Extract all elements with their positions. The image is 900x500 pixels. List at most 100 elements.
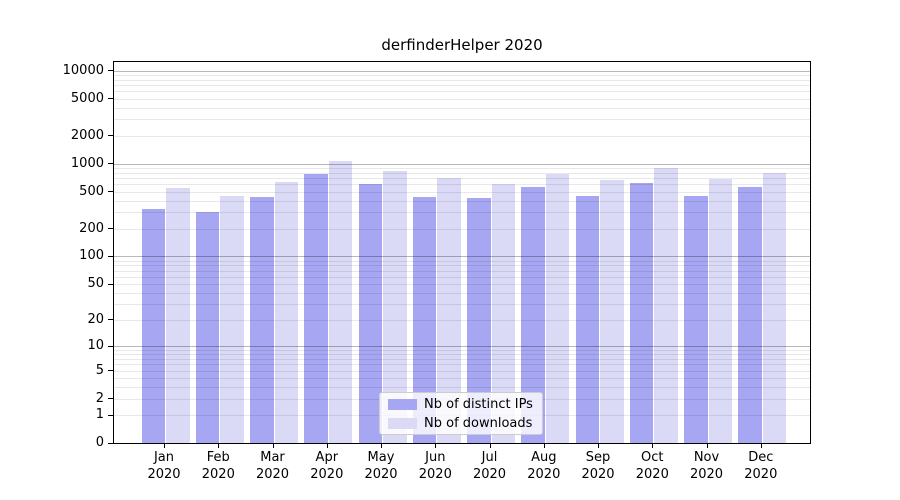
year-label: 2020 xyxy=(581,466,615,482)
x-tick-label-jul: Jul 2020 xyxy=(458,450,522,483)
gridline-minor xyxy=(114,265,810,267)
y-tick-label: 200 xyxy=(79,220,104,236)
x-tick-mark xyxy=(164,444,165,448)
x-tick-label-feb: Feb 2020 xyxy=(186,450,250,483)
bar-downloads-jun xyxy=(437,177,461,443)
gridline-minor xyxy=(114,98,810,100)
year-label: 2020 xyxy=(201,466,235,482)
bar-distinct-ips-apr xyxy=(304,174,328,443)
bar-distinct-ips-sep xyxy=(575,196,599,443)
bar-distinct-ips-may xyxy=(358,184,382,443)
gridline-minor xyxy=(114,135,810,137)
gridline-minor xyxy=(114,91,810,93)
x-tick-label-nov: Nov 2020 xyxy=(675,450,739,483)
x-tick-mark xyxy=(272,444,274,448)
y-tick-label: 5000 xyxy=(70,90,104,106)
x-tick-mark xyxy=(760,444,762,448)
bar-downloads-jul xyxy=(491,184,515,443)
month-label: Jun xyxy=(425,450,446,465)
gridline-minor xyxy=(114,119,810,121)
gridline-minor xyxy=(114,85,810,87)
year-label: 2020 xyxy=(527,466,561,482)
y-tick-mark xyxy=(108,255,113,257)
y-tick-mark xyxy=(108,414,113,416)
gridline-minor xyxy=(114,75,810,76)
y-tick-label: 10000 xyxy=(62,62,104,78)
gridline-major xyxy=(114,346,810,348)
y-tick-mark xyxy=(108,70,113,72)
x-tick-label-may: May 2020 xyxy=(349,450,413,483)
bar-downloads-jan xyxy=(166,187,190,443)
gridline-minor xyxy=(114,191,810,193)
year-label: 2020 xyxy=(472,466,507,482)
year-label: 2020 xyxy=(635,466,669,482)
gridline-minor xyxy=(114,200,810,202)
legend-label-downloads: Nb of downloads xyxy=(424,415,533,431)
y-tick-label: 100 xyxy=(79,248,104,264)
month-label: Oct xyxy=(641,450,664,465)
legend-label-ips: Nb of distinct IPs xyxy=(424,396,533,412)
gridline-minor xyxy=(114,212,810,214)
y-tick-label: 10 xyxy=(87,338,104,354)
y-tick-mark xyxy=(108,345,113,347)
y-tick-label: 1000 xyxy=(70,155,104,171)
month-label: Feb xyxy=(206,450,230,465)
legend-item-distinct-ips: Nb of distinct IPs xyxy=(388,397,534,412)
x-tick-label-oct: Oct 2020 xyxy=(620,450,684,483)
gridline-minor xyxy=(114,276,810,278)
bar-downloads-oct xyxy=(654,167,678,443)
month-label: Nov xyxy=(693,450,720,465)
bar-distinct-ips-jan xyxy=(141,209,165,443)
gridline-minor xyxy=(114,270,810,272)
x-tick-mark xyxy=(326,444,328,448)
gridline-minor xyxy=(114,364,810,366)
gridline-minor xyxy=(114,304,810,306)
gridline-minor xyxy=(114,178,810,180)
y-tick-mark xyxy=(108,98,113,100)
x-tick-mark xyxy=(435,444,437,448)
gridline-minor xyxy=(114,79,810,81)
y-tick-mark xyxy=(108,191,113,193)
x-tick-mark xyxy=(652,444,654,448)
month-label: Sep xyxy=(585,450,611,465)
y-tick-mark xyxy=(108,319,113,321)
x-tick-mark xyxy=(489,444,491,448)
bar-distinct-ips-feb xyxy=(195,211,220,443)
x-tick-label-mar: Mar 2020 xyxy=(241,450,305,483)
gridline-minor xyxy=(114,377,810,379)
month-label: Dec xyxy=(748,450,774,465)
year-label: 2020 xyxy=(147,466,181,482)
month-label: Jul xyxy=(481,450,498,465)
y-tick-mark xyxy=(108,163,113,165)
x-tick-label-apr: Apr 2020 xyxy=(295,450,359,483)
gridline-minor xyxy=(114,172,810,174)
bar-distinct-ips-nov xyxy=(684,195,708,443)
year-label: 2020 xyxy=(418,466,452,482)
legend-swatch-ips-icon xyxy=(388,398,417,410)
bar-downloads-dec xyxy=(762,172,787,443)
x-tick-mark xyxy=(218,444,220,448)
y-tick-mark xyxy=(108,283,113,285)
gridline-major xyxy=(114,163,810,165)
month-label: Apr xyxy=(315,450,339,465)
gridline-major xyxy=(114,70,810,72)
y-tick-label: 50 xyxy=(87,276,104,292)
bar-downloads-apr xyxy=(328,160,353,443)
legend-swatch-downloads-icon xyxy=(388,417,417,429)
month-label: May xyxy=(367,450,395,465)
y-tick-label: 2000 xyxy=(70,127,104,143)
gridline-minor xyxy=(114,319,810,321)
x-tick-label-aug: Aug 2020 xyxy=(512,450,576,483)
x-tick-label-sep: Sep 2020 xyxy=(566,450,630,483)
year-label: 2020 xyxy=(310,466,344,482)
legend: Nb of distinct IPs Nb of downloads xyxy=(379,392,543,435)
y-tick-mark xyxy=(108,228,113,230)
gridline-major xyxy=(114,256,810,258)
bar-distinct-ips-jun xyxy=(412,196,437,443)
month-label: Mar xyxy=(260,450,285,465)
y-tick-label: 0 xyxy=(95,435,104,450)
gridline-minor xyxy=(114,107,810,109)
bar-distinct-ips-aug xyxy=(521,186,545,443)
bar-distinct-ips-dec xyxy=(738,187,762,443)
gridline-minor xyxy=(114,349,810,351)
